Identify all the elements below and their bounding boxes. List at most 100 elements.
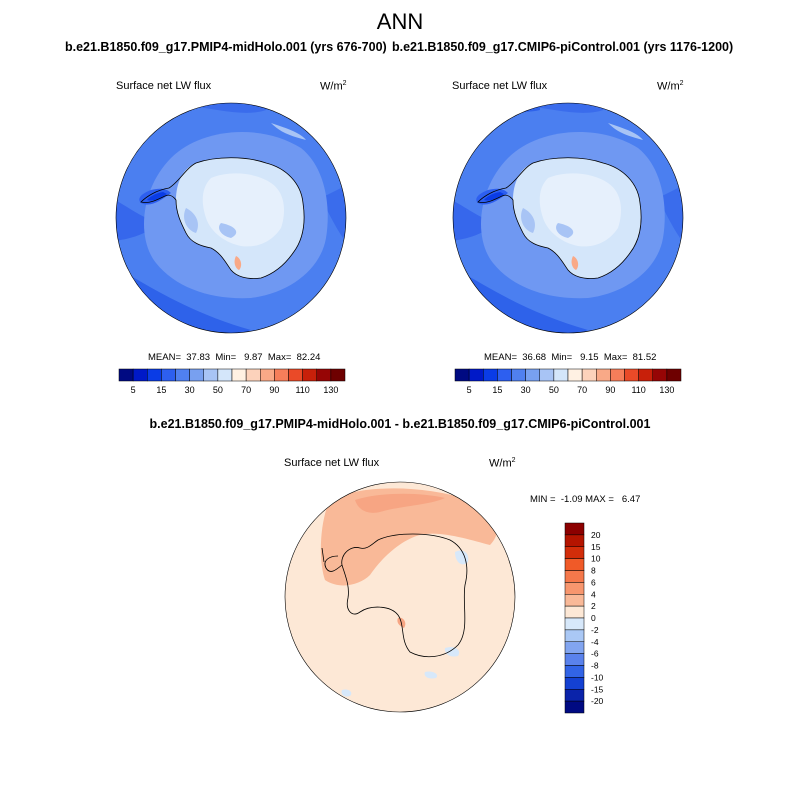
difference-colorbar-tick-label: 15: [591, 542, 601, 552]
left-colorbar-swatch: [147, 368, 162, 382]
right-stats: MEAN= 36.68 Min= 9.15 Max= 81.52: [484, 352, 657, 363]
left-colorbar-swatch: [245, 368, 261, 382]
difference-colorbar-swatch: [564, 617, 585, 631]
left-colorbar-swatch: [231, 368, 247, 382]
difference-colorbar-tick-label: -8: [591, 661, 599, 671]
right-units-label: W/m2: [657, 80, 684, 93]
difference-colorbar-tick-label: -2: [591, 625, 599, 635]
difference-colorbar-tick-label: 10: [591, 554, 601, 564]
left-case-title: b.e21.B1850.f09_g17.PMIP4-midHolo.001 (y…: [65, 40, 387, 54]
difference-colorbar-tick-label: 4: [591, 589, 596, 599]
left-polar-map: [116, 103, 346, 333]
right-colorbar-swatch: [483, 368, 498, 382]
right-colorbar-swatch: [525, 368, 540, 382]
difference-title: b.e21.B1850.f09_g17.PMIP4-midHolo.001 - …: [149, 417, 651, 431]
right-colorbar-tick-label: 70: [577, 385, 587, 395]
difference-colorbar-tick-label: 20: [591, 530, 601, 540]
difference-colorbar-swatch: [564, 582, 585, 595]
difference-colorbar-tick-label: 0: [591, 613, 596, 623]
right-case-title: b.e21.B1850.f09_g17.CMIP6-piControl.001 …: [392, 40, 734, 54]
right-map-border: [452, 102, 684, 334]
right-colorbar-tick-label: 130: [659, 385, 674, 395]
difference-colorbar-tick-label: -4: [591, 637, 599, 647]
difference-colorbar-swatch: [564, 558, 585, 571]
left-colorbar-swatch: [330, 368, 346, 382]
difference-colorbar-swatch: [564, 546, 585, 559]
right-colorbar-swatch: [468, 368, 484, 382]
right-colorbar-swatch: [553, 368, 569, 382]
left-colorbar-tick-label: 90: [269, 385, 279, 395]
right-colorbar-swatch: [624, 368, 639, 382]
right-colorbar-tick-label: 110: [631, 385, 645, 395]
difference-colorbar-swatch: [564, 629, 585, 642]
difference-colorbar-tick-label: -15: [591, 684, 604, 694]
left-colorbar-swatch: [132, 368, 148, 382]
difference-map-border: [284, 481, 516, 713]
right-colorbar-swatch: [497, 368, 512, 382]
difference-colorbar-swatch: [564, 700, 585, 714]
right-colorbar-swatch: [581, 368, 597, 382]
left-colorbar-swatch: [189, 368, 204, 382]
left-colorbar-swatch: [161, 368, 176, 382]
left-colorbar-tick-label: 15: [156, 385, 166, 395]
right-colorbar-tick-label: 30: [521, 385, 531, 395]
right-colorbar-tick-label: 90: [605, 385, 615, 395]
right-colorbar-swatch: [539, 368, 555, 382]
left-colorbar-tick-label: 50: [213, 385, 223, 395]
difference-stats: MIN = -1.09 MAX = 6.47: [530, 494, 641, 505]
left-colorbar-tick-label: 5: [131, 385, 136, 395]
left-colorbar-tick-label: 70: [241, 385, 251, 395]
right-colorbar-swatch: [652, 368, 668, 382]
right-colorbar-swatch: [511, 368, 526, 382]
left-colorbar-tick-label: 130: [323, 385, 338, 395]
left-colorbar: 5 15 30 50 70 90 110 130: [118, 368, 346, 395]
left-colorbar-swatch: [288, 368, 303, 382]
difference-colorbar-swatch: [564, 665, 585, 678]
difference-colorbar-swatch: [564, 522, 585, 536]
right-colorbar-swatch: [596, 368, 611, 382]
difference-colorbar-swatch: [564, 534, 585, 547]
difference-polar-map: [285, 482, 515, 712]
difference-colorbar-swatch: [564, 653, 585, 666]
left-colorbar-swatch: [175, 368, 190, 382]
right-colorbar-swatch: [567, 368, 583, 382]
difference-colorbar-swatch: [564, 605, 585, 619]
left-colorbar-tick-label: 30: [185, 385, 195, 395]
left-colorbar-swatch: [203, 368, 219, 382]
difference-units-label: W/m2: [489, 457, 516, 470]
difference-colorbar-swatch: [564, 677, 585, 690]
difference-colorbar-tick-label: 8: [591, 566, 596, 576]
right-colorbar-tick-label: 50: [549, 385, 559, 395]
left-map-border: [115, 102, 347, 334]
main-title: ANN: [376, 9, 424, 34]
difference-colorbar-tick-label: 6: [591, 577, 596, 587]
right-colorbar-tick-label: 5: [467, 385, 472, 395]
right-colorbar-swatch: [638, 368, 653, 382]
right-colorbar-swatch: [454, 368, 470, 382]
difference-colorbar-tick-label: -20: [591, 696, 604, 706]
difference-variable-label: Surface net LW flux: [284, 457, 380, 469]
right-colorbar: 5 15 30 50 70 90 110 130: [454, 368, 682, 395]
difference-colorbar-swatch: [564, 570, 585, 583]
difference-colorbar-tick-label: -6: [591, 649, 599, 659]
difference-colorbar-swatch: [564, 641, 585, 654]
difference-colorbar-tick-label: -10: [591, 672, 604, 682]
left-colorbar-tick-label: 110: [295, 385, 309, 395]
right-variable-label: Surface net LW flux: [452, 80, 548, 92]
left-colorbar-swatch: [302, 368, 317, 382]
left-stats: MEAN= 37.83 Min= 9.87 Max= 82.24: [148, 352, 321, 363]
right-polar-map: [453, 103, 683, 333]
left-colorbar-swatch: [260, 368, 275, 382]
left-colorbar-swatch: [316, 368, 332, 382]
left-colorbar-swatch: [118, 368, 134, 382]
right-colorbar-tick-label: 15: [492, 385, 502, 395]
difference-colorbar-swatch: [564, 689, 585, 702]
left-variable-label: Surface net LW flux: [116, 80, 212, 92]
left-units-label: W/m2: [320, 80, 347, 93]
right-colorbar-swatch: [666, 368, 682, 382]
right-colorbar-swatch: [610, 368, 625, 382]
left-colorbar-swatch: [217, 368, 233, 382]
difference-colorbar-tick-label: 2: [591, 601, 596, 611]
